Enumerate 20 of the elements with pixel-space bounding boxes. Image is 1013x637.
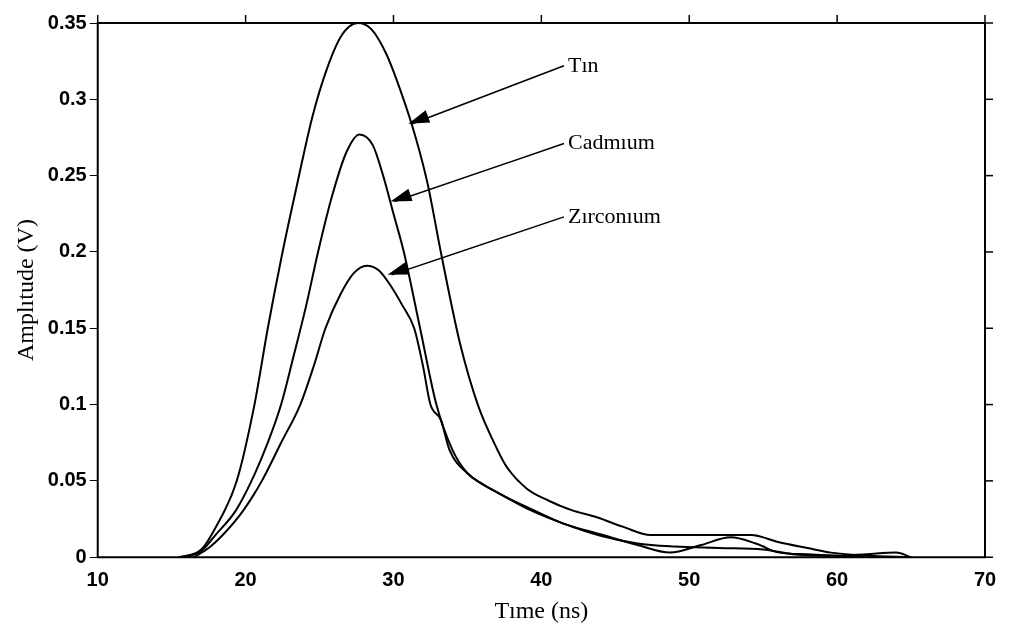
annotation: Zırconıum bbox=[567, 202, 661, 228]
annotation: Tın bbox=[567, 51, 599, 77]
x-tick-label: 30 bbox=[382, 567, 405, 590]
x-axis-title: Tıme (ns) bbox=[494, 596, 589, 623]
x-tick-label: 20 bbox=[234, 567, 257, 590]
y-tick-label: 0 bbox=[75, 544, 87, 567]
x-tick-label: 70 bbox=[973, 567, 997, 590]
y-tick-label: 0.35 bbox=[47, 10, 87, 33]
y-tick-label: 0.2 bbox=[58, 239, 87, 262]
x-tick-label: 60 bbox=[826, 567, 849, 590]
x-tick-label: 40 bbox=[530, 567, 553, 590]
y-tick-label: 0.05 bbox=[47, 468, 87, 491]
y-axis-title: Amplıtude (V) bbox=[11, 219, 38, 362]
x-tick-label: 10 bbox=[86, 567, 109, 590]
y-tick-label: 0.3 bbox=[58, 86, 87, 109]
annotation: Cadmıum bbox=[567, 129, 655, 155]
x-tick-label: 50 bbox=[678, 567, 701, 590]
y-tick-label: 0.25 bbox=[47, 163, 87, 186]
y-tick-label: 0.1 bbox=[58, 392, 87, 415]
y-tick-label: 0.15 bbox=[47, 315, 87, 338]
